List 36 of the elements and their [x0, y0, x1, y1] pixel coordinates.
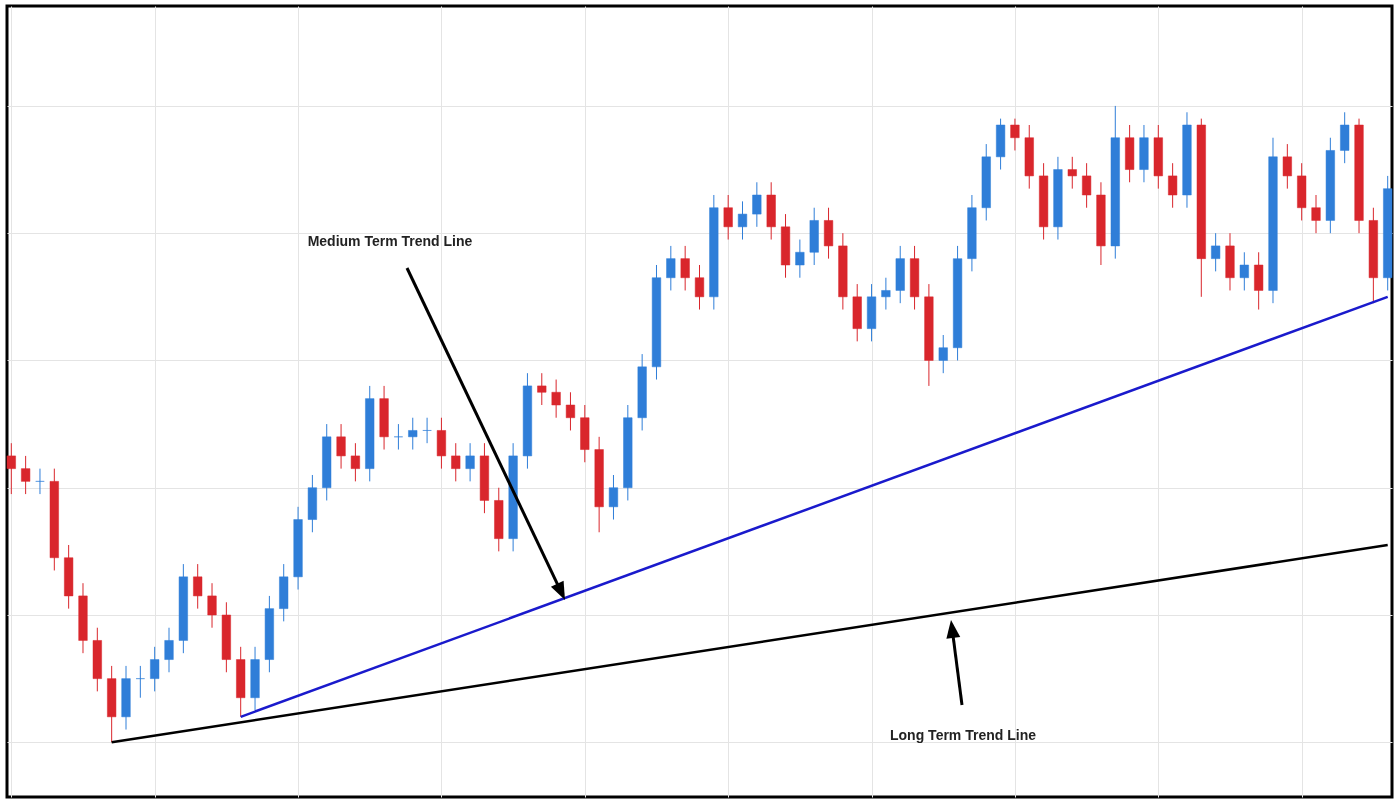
candlestick: [150, 646, 160, 692]
candlestick: [1168, 162, 1178, 209]
candlestick: [164, 627, 174, 673]
candlestick: [408, 417, 418, 451]
candlestick: [451, 442, 461, 482]
candlestick: [1311, 194, 1321, 234]
candlestick: [666, 245, 676, 291]
candlestick: [608, 474, 619, 521]
candlestick: [6, 442, 16, 495]
candlestick: [193, 563, 203, 610]
candlestick: [393, 423, 403, 451]
candlestick: [737, 200, 748, 241]
candlestick: [1010, 118, 1020, 151]
candlestick: [680, 245, 690, 291]
candlestick: [537, 372, 547, 406]
candlestick: [1211, 232, 1221, 272]
candlestick: [336, 423, 346, 470]
candlestick: [207, 582, 217, 629]
candlestick: [1067, 156, 1077, 190]
candlestick: [21, 455, 31, 495]
annotation: Medium Term Trend Line: [307, 233, 473, 249]
candlestick: [938, 334, 948, 374]
candlestick: [694, 264, 705, 311]
candlestick: [551, 379, 561, 419]
candlestick: [1082, 162, 1092, 209]
annotation: Long Term Trend Line: [890, 727, 1036, 743]
candlestick: [465, 442, 475, 482]
candlestick: [565, 391, 576, 431]
candlestick: [881, 277, 891, 311]
candlestick: [135, 665, 145, 699]
candlestick: [350, 442, 360, 482]
candlestick: [1239, 251, 1249, 291]
candlestick: [723, 194, 733, 241]
candlestick: [752, 181, 762, 228]
candlestick: [795, 239, 805, 279]
candlestick: [1282, 143, 1292, 190]
